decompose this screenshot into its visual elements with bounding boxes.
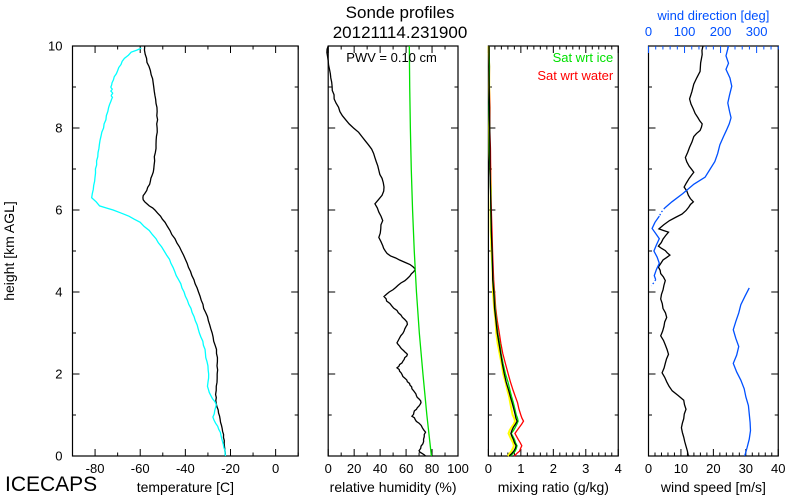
svg-text:100: 100 — [447, 461, 469, 476]
svg-text:0: 0 — [645, 24, 652, 39]
svg-text:-20: -20 — [221, 461, 240, 476]
svg-text:3: 3 — [582, 461, 589, 476]
svg-text:40: 40 — [373, 461, 387, 476]
svg-text:10: 10 — [48, 39, 62, 54]
svg-text:0: 0 — [485, 461, 492, 476]
svg-text:6: 6 — [55, 203, 62, 218]
svg-text:4: 4 — [615, 461, 622, 476]
svg-text:wind direction [deg]: wind direction [deg] — [656, 8, 769, 23]
svg-text:0: 0 — [55, 449, 62, 464]
svg-text:8: 8 — [55, 121, 62, 136]
svg-text:20: 20 — [347, 461, 361, 476]
svg-text:PWV = 0.10 cm: PWV = 0.10 cm — [346, 50, 437, 65]
svg-text:100: 100 — [674, 24, 696, 39]
svg-text:temperature [C]: temperature [C] — [137, 479, 234, 495]
svg-text:0: 0 — [325, 461, 332, 476]
svg-text:Sonde profiles: Sonde profiles — [346, 3, 455, 22]
svg-text:2: 2 — [55, 367, 62, 382]
svg-text:300: 300 — [746, 24, 768, 39]
svg-text:80: 80 — [425, 461, 439, 476]
svg-text:relative humidity (%): relative humidity (%) — [330, 479, 457, 495]
svg-text:40: 40 — [771, 461, 785, 476]
svg-text:1: 1 — [517, 461, 524, 476]
svg-text:4: 4 — [55, 285, 62, 300]
svg-text:wind speed [m/s]: wind speed [m/s] — [660, 479, 766, 495]
svg-text:30: 30 — [739, 461, 753, 476]
svg-text:Sat wrt ice: Sat wrt ice — [553, 50, 614, 65]
svg-text:200: 200 — [710, 24, 732, 39]
svg-text:-40: -40 — [176, 461, 195, 476]
svg-text:-60: -60 — [131, 461, 150, 476]
svg-text:20121114.231900: 20121114.231900 — [333, 23, 468, 42]
svg-text:10: 10 — [674, 461, 688, 476]
svg-text:ICECAPS: ICECAPS — [5, 473, 97, 496]
svg-text:2: 2 — [550, 461, 557, 476]
svg-text:height [km AGL]: height [km AGL] — [1, 201, 17, 301]
svg-text:0: 0 — [272, 461, 279, 476]
svg-text:60: 60 — [399, 461, 413, 476]
svg-text:0: 0 — [645, 461, 652, 476]
svg-text:Sat wrt water: Sat wrt water — [537, 68, 614, 83]
svg-text:20: 20 — [706, 461, 720, 476]
svg-text:mixing ratio (g/kg): mixing ratio (g/kg) — [498, 479, 609, 495]
